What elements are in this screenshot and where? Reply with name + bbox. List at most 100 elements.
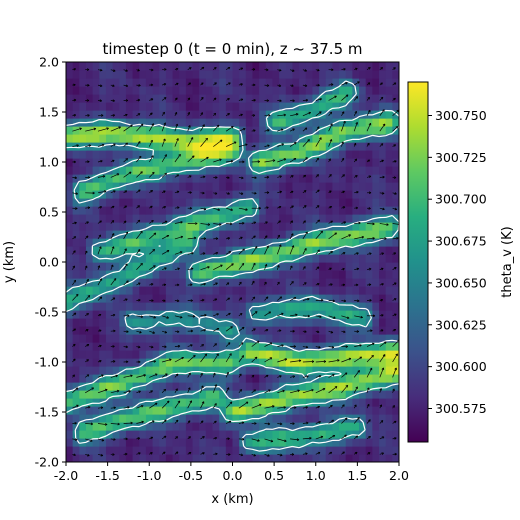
wind-vector-head — [166, 234, 170, 238]
heatmap-cell — [212, 286, 220, 295]
heatmap-cell — [359, 422, 367, 431]
heatmap-cell — [99, 166, 107, 175]
heatmap-cell — [99, 134, 107, 143]
heatmap-cell — [99, 430, 107, 439]
heatmap-cell — [272, 102, 280, 111]
wind-vector-head — [291, 245, 295, 248]
wind-vector-head — [368, 67, 371, 70]
wind-vector-head — [279, 375, 282, 378]
wind-vector-head — [72, 374, 75, 378]
wind-vector — [225, 251, 231, 255]
wind-vector — [174, 221, 183, 224]
heatmap-cell — [165, 430, 174, 439]
heatmap-cell — [66, 366, 74, 375]
heatmap-cell — [199, 366, 207, 375]
heatmap-cell — [172, 70, 180, 79]
heatmap-cell — [112, 430, 120, 439]
heatmap-cell — [199, 294, 207, 303]
heatmap-cell — [225, 278, 234, 287]
heatmap-cell — [252, 158, 260, 167]
heatmap-cell — [165, 70, 174, 79]
heatmap-cell — [379, 454, 387, 462]
heatmap-cell — [372, 438, 380, 447]
heatmap-cell — [185, 150, 194, 159]
wind-vector-head — [317, 68, 320, 72]
heatmap-cell — [119, 238, 127, 247]
heatmap-cell — [279, 230, 287, 239]
heatmap-cell — [279, 278, 287, 287]
heatmap-cell — [392, 430, 399, 439]
heatmap-cell — [165, 422, 174, 431]
wind-vector-head — [331, 345, 335, 349]
heatmap-cell — [285, 166, 294, 175]
heatmap-cell — [232, 278, 240, 287]
heatmap-cell — [252, 126, 260, 135]
heatmap-cell — [139, 454, 147, 462]
heatmap-cell — [219, 174, 227, 183]
heatmap-cell — [125, 286, 134, 295]
wind-vector-head — [79, 127, 82, 131]
wind-vector-head — [316, 283, 320, 286]
heatmap-cell — [192, 406, 200, 415]
heatmap-cell — [292, 446, 300, 455]
heatmap-cell — [72, 382, 80, 391]
heatmap-cell — [85, 342, 94, 351]
wind-vector — [302, 422, 309, 424]
heatmap-cell — [165, 126, 174, 135]
heatmap-cell — [312, 246, 320, 255]
heatmap-cell — [372, 182, 380, 191]
heatmap-cell — [265, 174, 274, 183]
wind-vector-head — [290, 190, 294, 194]
heatmap-cell — [259, 430, 267, 439]
heatmap-cell — [259, 94, 267, 103]
heatmap-cell — [79, 190, 87, 199]
heatmap-cell — [192, 238, 200, 247]
wind-vector-head — [239, 389, 243, 392]
heatmap-cell — [245, 382, 254, 391]
heatmap-cell — [352, 438, 360, 447]
heatmap-cell — [279, 158, 287, 167]
heatmap-cell — [99, 374, 107, 383]
heatmap-cell — [319, 222, 327, 231]
heatmap-cell — [299, 390, 307, 399]
heatmap-cell — [152, 414, 160, 423]
heatmap-cell — [85, 262, 94, 271]
heatmap-cell — [212, 446, 220, 455]
wind-vector-head — [355, 283, 359, 287]
heatmap-cell — [112, 278, 120, 287]
heatmap-cell — [179, 110, 187, 119]
heatmap-cell — [379, 198, 387, 207]
heatmap-cell — [265, 278, 274, 287]
heatmap-cell — [92, 358, 100, 367]
heatmap-cell — [359, 382, 367, 391]
wind-vector-head — [137, 345, 141, 349]
heatmap-cell — [259, 126, 267, 135]
heatmap-cell — [292, 334, 300, 343]
heatmap-cell — [152, 86, 160, 95]
heatmap-cell — [179, 342, 187, 351]
heatmap-cell — [359, 278, 367, 287]
heatmap-cell — [319, 318, 327, 327]
wind-vector — [110, 438, 116, 441]
wind-vector-head — [87, 453, 90, 457]
wind-vector — [162, 359, 172, 363]
wind-vector-head — [113, 329, 116, 333]
heatmap-cell — [272, 254, 280, 263]
heatmap-cell — [225, 422, 234, 431]
heatmap-cell — [365, 190, 373, 199]
heatmap-cell — [219, 390, 227, 399]
heatmap-cell — [179, 398, 187, 407]
heatmap-cell — [79, 430, 87, 439]
heatmap-cell — [165, 150, 174, 159]
heatmap-cell — [165, 222, 174, 231]
wind-vector-head — [353, 142, 357, 146]
heatmap-cell — [259, 342, 267, 351]
wind-vector-head — [317, 189, 320, 193]
wind-vector-head — [86, 313, 89, 316]
wind-vector-head — [281, 143, 284, 146]
heatmap-cell — [165, 406, 174, 415]
heatmap-cell — [292, 174, 300, 183]
heatmap-cell — [259, 198, 267, 207]
wind-vector — [315, 126, 320, 132]
wind-vector-head — [254, 246, 258, 249]
